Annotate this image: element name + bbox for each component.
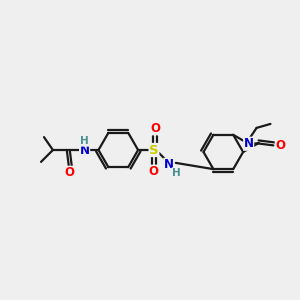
- Text: N: N: [164, 158, 174, 171]
- Text: O: O: [275, 139, 285, 152]
- Text: H: H: [80, 136, 89, 146]
- Text: O: O: [150, 122, 160, 135]
- Text: N: N: [80, 143, 90, 157]
- Text: O: O: [148, 165, 158, 178]
- Text: S: S: [149, 143, 159, 157]
- Text: H: H: [172, 168, 181, 178]
- Text: O: O: [65, 166, 75, 179]
- Text: N: N: [244, 137, 254, 150]
